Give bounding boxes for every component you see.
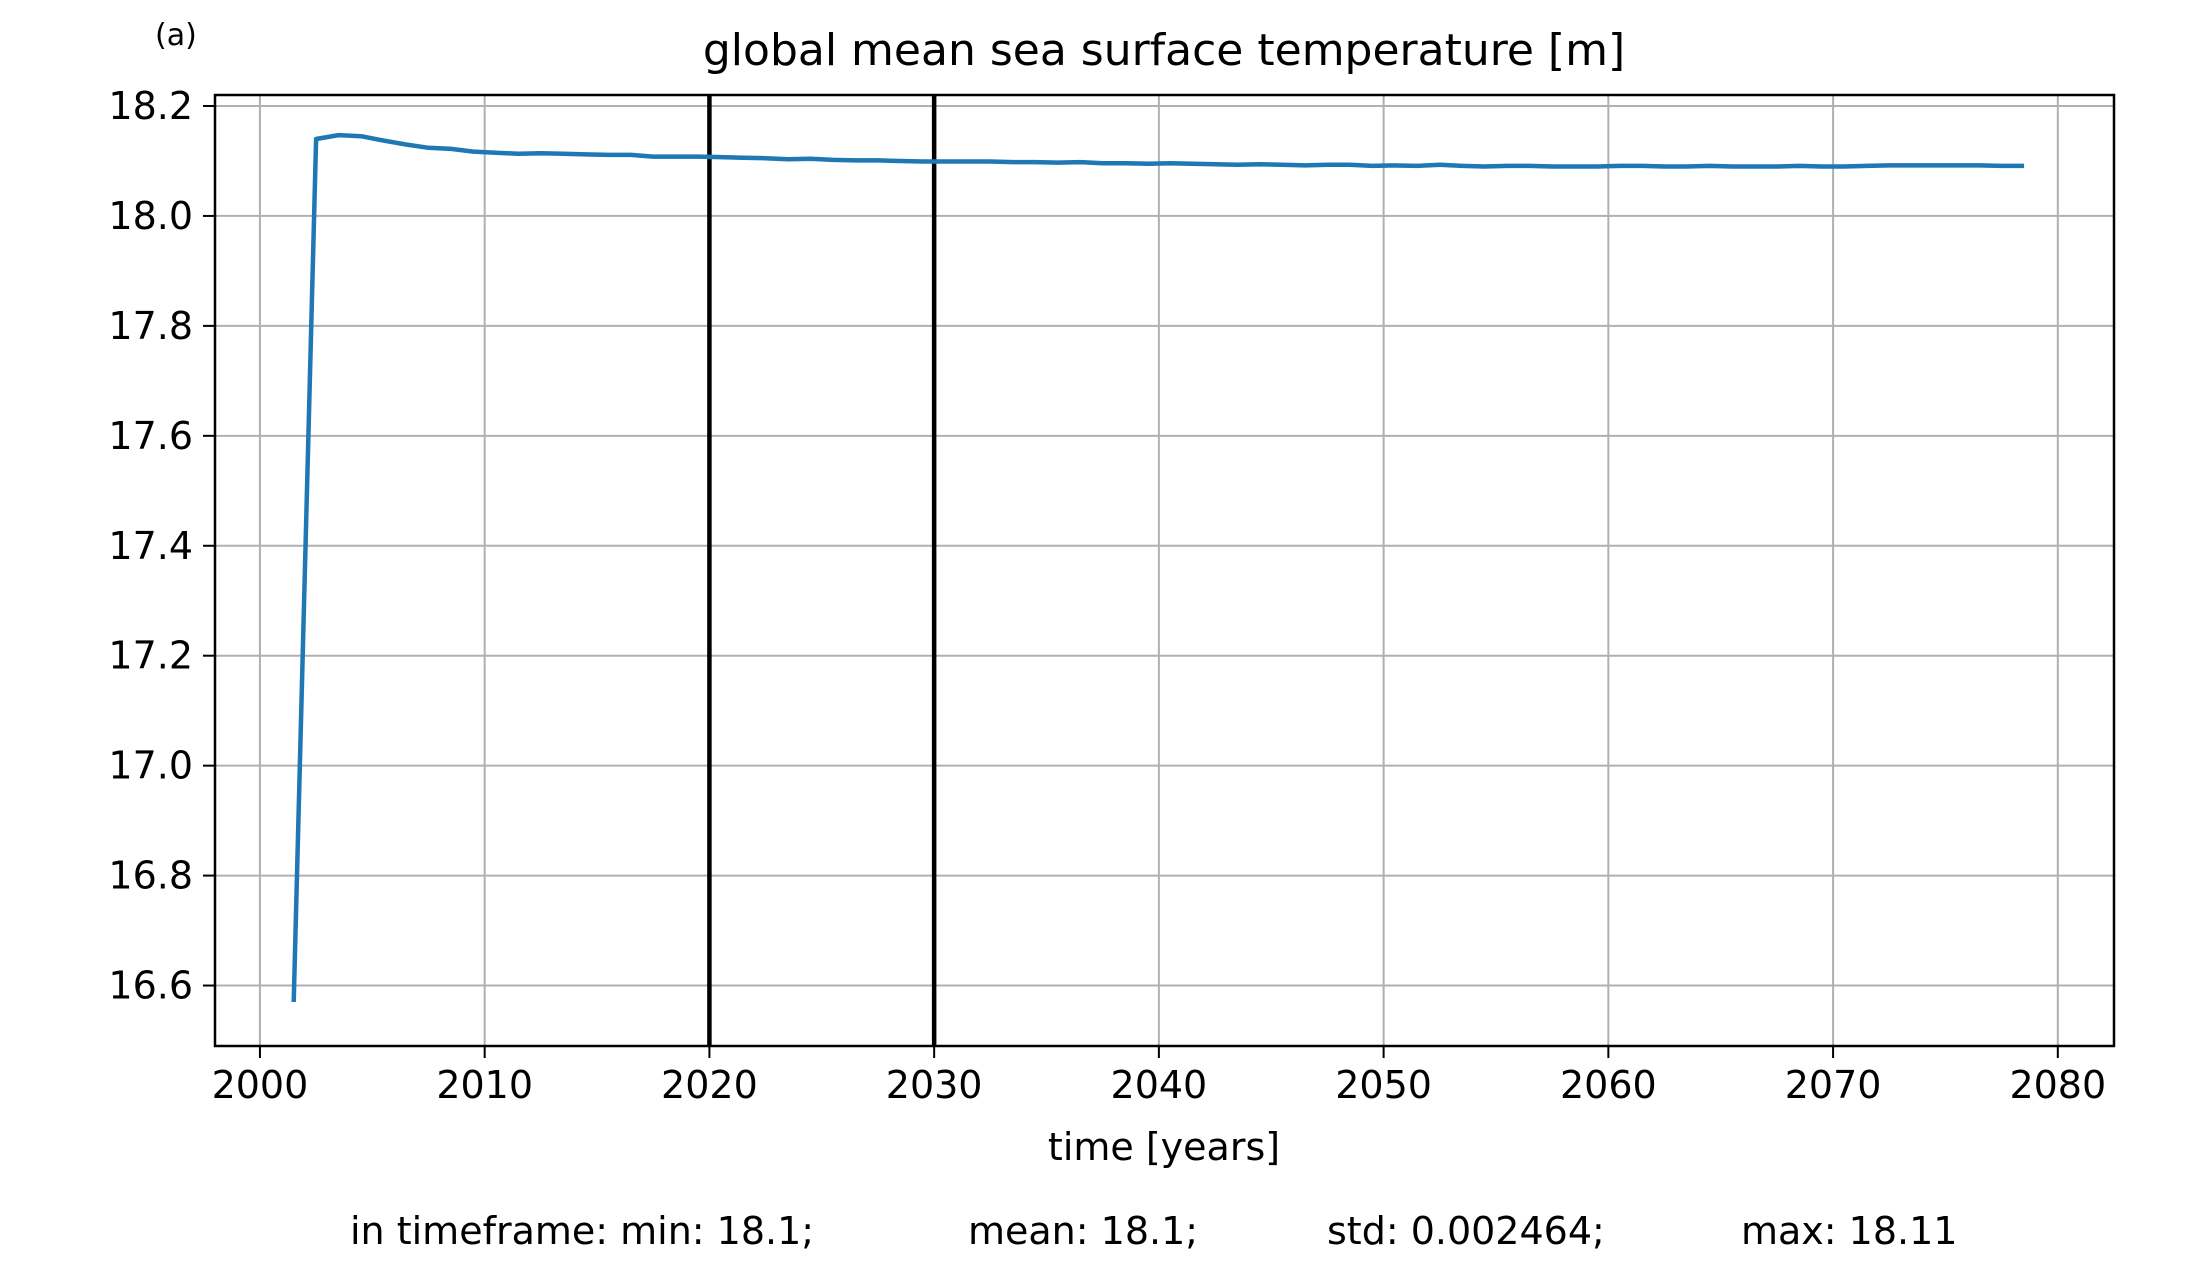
reference-lines: [707, 95, 937, 1046]
y-tick-label: 17.2: [108, 634, 193, 678]
x-tick-label: 2080: [2009, 1063, 2106, 1107]
stat-min: in timeframe: min: 18.1;: [350, 1209, 814, 1253]
y-tick-label: 16.8: [108, 854, 193, 898]
y-tick-label: 18.2: [108, 84, 193, 128]
stat-max: max: 18.11: [1741, 1209, 1957, 1253]
y-tick-label: 17.6: [108, 414, 193, 458]
series-layer: [291, 132, 2025, 1003]
x-tick-label: 2050: [1335, 1063, 1432, 1107]
y-tick-label: 17.4: [108, 524, 193, 568]
x-tick-label: 2040: [1111, 1063, 1208, 1107]
x-tick-label: 2060: [1560, 1063, 1657, 1107]
x-tick-label: 2030: [886, 1063, 983, 1107]
chart-title: global mean sea surface temperature [m]: [703, 25, 1625, 76]
x-tick-label: 2070: [1785, 1063, 1882, 1107]
stat-mean: mean: 18.1;: [968, 1209, 1198, 1253]
x-tick-label: 2000: [212, 1063, 309, 1107]
x-tick-label: 2010: [436, 1063, 533, 1107]
x-axis-ticks: 2000 2010 2020 2030 2040 2050 2060 2070 2080: [212, 1046, 2106, 1107]
panel-label: (a): [155, 18, 197, 53]
series-line: [291, 132, 2025, 1003]
y-tick-label: 18.0: [108, 194, 193, 238]
x-tick-label: 2020: [661, 1063, 758, 1107]
stat-std: std: 0.002464;: [1327, 1209, 1605, 1253]
y-tick-label: 16.6: [108, 964, 193, 1008]
plot-frame: [213, 93, 2116, 1048]
y-tick-label: 17.0: [108, 744, 193, 788]
y-axis-ticks: 16.6 16.8 17.0 17.2 17.4 17.6 17.8 18.0 18.2: [108, 84, 215, 1008]
x-axis-label: time [years]: [1048, 1125, 1280, 1169]
y-tick-label: 17.8: [108, 304, 193, 348]
